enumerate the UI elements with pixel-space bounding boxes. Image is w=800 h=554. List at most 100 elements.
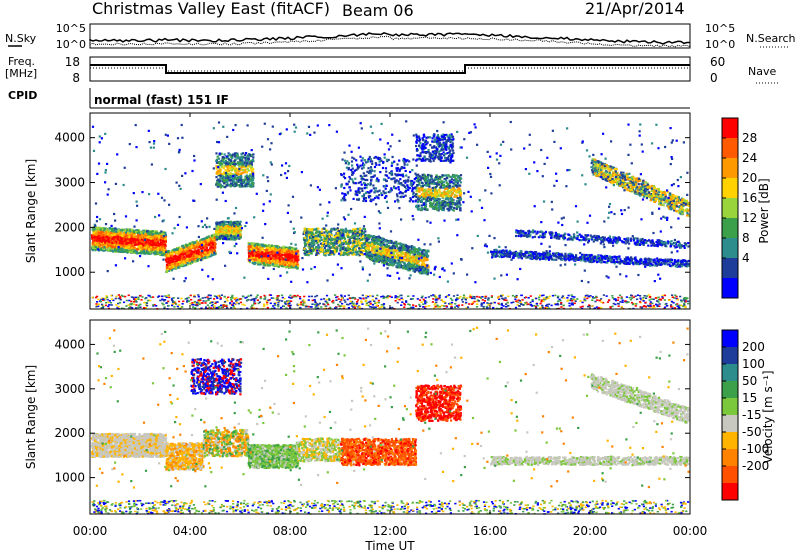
heatmap-cell [122,232,126,235]
heatmap-cell [337,244,340,247]
heatmap-cell [211,243,214,246]
heatmap-cell [246,162,249,165]
heatmap-cell [148,236,151,239]
heatmap-cell [221,220,224,223]
heatmap-cell [271,247,274,250]
heatmap-cell [108,227,111,230]
heatmap-cell [221,156,224,159]
heatmap-cell [236,154,239,157]
heatmap-cell [95,226,98,229]
heatmap-cell [138,230,141,233]
nsky-label: N.Sky [5,32,37,45]
heatmap-cell [155,246,158,249]
heatmap-cell [161,245,164,248]
heatmap-cell [247,245,250,248]
heatmap-cell [355,237,358,240]
heatmap-cell [142,232,145,235]
heatmap-cell [354,250,357,254]
heatmap-cell [330,234,333,237]
heatmap-cell [268,244,271,247]
heatmap-cell [351,234,354,237]
heatmap-cell [149,245,152,248]
heatmap-cell [113,233,116,236]
heatmap-cell [131,240,134,243]
heatmap-cell [294,265,297,268]
heatmap-cell [229,222,232,225]
heatmap-cell [219,169,222,172]
heatmap-cell [127,243,130,246]
heatmap-cell [216,225,219,228]
freq-unit: [MHz] [5,67,37,80]
heatmap-cell [355,253,358,256]
heatmap-cell [316,235,319,238]
heatmap-cell [121,240,124,244]
heatmap-cell [104,234,107,237]
heatmap-cell [348,238,351,241]
heatmap-cell [216,183,219,186]
heatmap-cell [159,239,162,242]
heatmap-cell [139,252,143,255]
heatmap-cell [135,243,138,246]
heatmap-cell [117,249,120,252]
heatmap-cell [207,253,210,256]
heatmap-cell [108,249,111,252]
heatmap-cell [130,247,133,250]
heatmap-cell [319,233,322,236]
heatmap-cell [219,228,222,231]
heatmap-cell [243,171,246,174]
heatmap-cell [148,239,151,242]
heatmap-cell [94,245,97,249]
heatmap-cell [155,240,158,243]
heatmap-cell [151,246,155,249]
heatmap-cell [350,252,354,255]
heatmap-cell [217,157,221,160]
heatmap-cell [185,250,188,253]
heatmap-cell [108,242,111,245]
heatmap-cell [308,239,311,242]
heatmap-cell [148,252,151,255]
heatmap-cell [273,254,277,257]
heatmap-cell [291,250,294,253]
heatmap-cell [156,249,159,252]
heatmap-cell [110,236,113,239]
heatmap-cell [247,169,250,172]
heatmap-cell [129,232,132,236]
heatmap-cell [105,235,108,238]
heatmap-cell [96,232,99,235]
heatmap-cell [288,255,291,258]
heatmap-cell [237,162,240,165]
heatmap-cell [112,234,115,237]
heatmap-cell [235,172,238,175]
heatmap-cell [125,232,128,235]
heatmap-cell [224,186,227,189]
heatmap-cell [99,245,102,248]
heatmap-cell [226,184,229,187]
heatmap-cell [218,236,221,239]
heatmap-cell [94,226,97,229]
heatmap-cell [123,229,127,232]
heatmap-cell [109,238,112,241]
heatmap-cell [345,242,348,245]
heatmap-cell [134,229,137,232]
heatmap-cell [327,249,330,252]
nsearch-trace [89,35,691,48]
heatmap-cell [275,261,278,264]
heatmap-cell [122,238,125,241]
heatmap-cell [191,260,194,263]
heatmap-cell [297,253,300,256]
heatmap-cell [319,242,322,245]
heatmap-cell [188,255,191,258]
heatmap-cell [108,247,111,250]
heatmap-cell [102,240,105,243]
heatmap-cell [314,246,317,249]
heatmap-cell [135,236,138,239]
heatmap-cell [129,237,132,240]
heatmap-cell [107,236,110,239]
heatmap-cell [333,251,337,254]
heatmap-cell [134,249,137,252]
heatmap-cell [155,238,158,241]
heatmap-cell [109,240,112,243]
heatmap-cell [233,238,236,241]
heatmap-cell [126,238,129,241]
heatmap-cell [118,244,122,248]
